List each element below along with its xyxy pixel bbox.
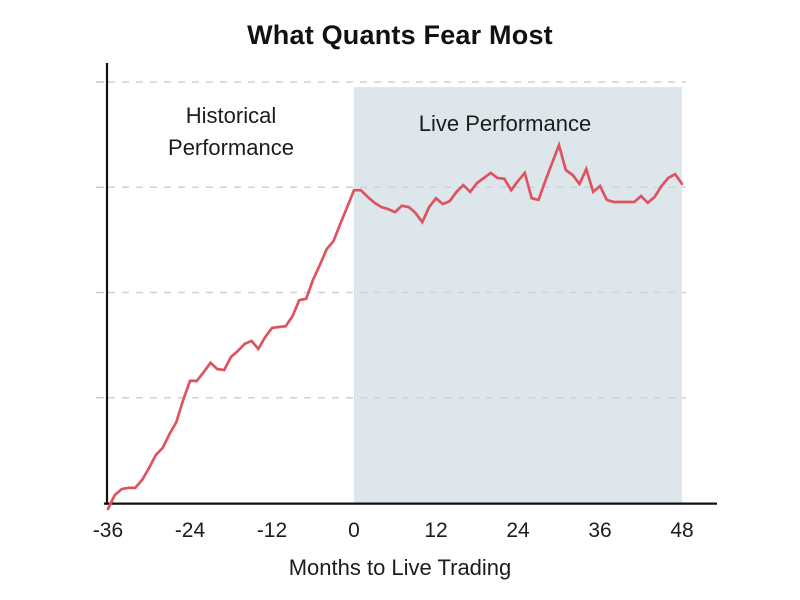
x-tick-label: -12 [257, 519, 287, 542]
live-performance-label: Live Performance [419, 111, 591, 136]
x-tick-label: 24 [506, 519, 530, 542]
gridlines [108, 81, 686, 399]
x-axis-title: Months to Live Trading [289, 555, 512, 580]
y-axis-ticks [96, 81, 104, 399]
chart-title: What Quants Fear Most [247, 20, 553, 50]
x-axis-tick-labels: -36 -24 -12 0 12 24 36 48 [93, 519, 694, 542]
x-tick-label: -36 [93, 519, 123, 542]
x-tick-label: 36 [588, 519, 611, 542]
live-region-shade [354, 87, 682, 503]
historical-label-line1: Historical [186, 103, 276, 128]
performance-line [106, 140, 684, 511]
x-tick-label: 0 [348, 519, 360, 542]
x-tick-label: 48 [670, 519, 693, 542]
x-tick-label: 12 [424, 519, 447, 542]
x-tick-label: -24 [175, 519, 206, 542]
historical-label-line2: Performance [168, 135, 294, 160]
